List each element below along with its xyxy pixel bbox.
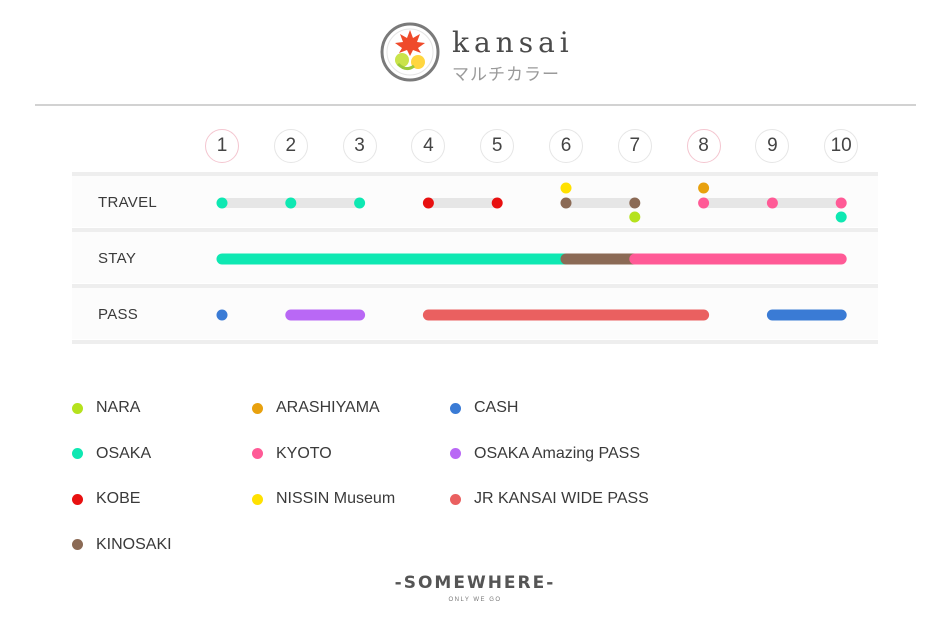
travel-point-day2-osaka	[285, 197, 297, 209]
legend-label: KOBE	[96, 490, 141, 507]
row-divider	[72, 284, 878, 288]
legend-item-cash: CASH	[450, 398, 518, 418]
legend-dot-icon	[252, 448, 263, 459]
day-2-label: 2	[273, 129, 308, 163]
legend-label: OSAKA	[96, 444, 152, 462]
travel-point-day8-kyoto	[698, 197, 710, 209]
header-divider	[35, 104, 916, 106]
travel-point-day6-nissin-museum	[560, 182, 572, 194]
legend-item-osaka: OSAKA	[72, 444, 151, 464]
legend-item-jr-kansai-wide-pass: JR KANSAI WIDE PASS	[450, 489, 649, 509]
travel-point-day3-osaka	[354, 197, 366, 209]
day-1-label: 1	[205, 129, 239, 163]
travel-point-day9-kyoto	[766, 197, 778, 209]
brand-logo: kansai マルチカラー	[380, 22, 580, 86]
legend-item-nara: NARA	[72, 398, 140, 418]
legend-dot-icon	[252, 402, 263, 414]
legend-label: ARASHIYAMA	[276, 399, 380, 416]
legend-dot-icon	[72, 539, 83, 550]
day-9-label: 9	[755, 129, 790, 163]
legend-item-osaka-amazing-pass: OSAKA Amazing PASS	[450, 444, 640, 464]
legend-dot-icon	[252, 493, 263, 505]
day-10-label: 10	[824, 129, 859, 163]
day-8-label: 8	[686, 129, 721, 163]
row-divider	[72, 228, 878, 232]
legend-item-nissin-museum: NISSIN Museum	[252, 489, 395, 509]
footer-tagline: ONLY WE GO	[448, 597, 502, 603]
legend-label: KYOTO	[276, 444, 332, 462]
legend-label: NARA	[96, 399, 141, 416]
travel-point-day8-arashiyama	[698, 182, 710, 194]
legend-label: KINOSAKI	[96, 535, 172, 553]
travel-point-day4-kobe	[422, 197, 434, 209]
legend-dot-icon	[72, 402, 83, 414]
travel-point-day1-osaka	[216, 197, 228, 209]
legend-label: OSAKA Amazing PASS	[474, 444, 641, 462]
legend-dot-icon	[450, 448, 461, 459]
legend-dot-icon	[450, 493, 461, 505]
day-5-label: 5	[480, 129, 515, 163]
pass-row-label: PASS	[98, 306, 139, 323]
row-divider	[72, 340, 878, 344]
travel-point-day7-kinosaki	[629, 197, 641, 209]
brand-title: kansai	[452, 26, 574, 59]
brand-subtitle: マルチカラー	[452, 65, 560, 85]
travel-point-day10-osaka	[835, 211, 847, 223]
travel-point-day10-kyoto	[835, 197, 847, 209]
legend-dot-icon	[450, 402, 461, 414]
day-6-label: 6	[549, 129, 583, 163]
travel-row-label: TRAVEL	[98, 194, 158, 211]
footer-brand: -SOMEWHERE-	[394, 573, 556, 593]
day-4-label: 4	[411, 129, 446, 163]
legend-label: JR KANSAI WIDE PASS	[474, 490, 649, 507]
legend-item-kinosaki: KINOSAKI	[72, 535, 172, 555]
legend-label: NISSIN Museum	[276, 490, 396, 507]
day-3-label: 3	[342, 129, 377, 163]
legend-item-kyoto: KYOTO	[252, 444, 332, 464]
pass-bar-cash	[216, 309, 228, 321]
legend-dot-icon	[72, 493, 83, 505]
day-7-label: 7	[617, 129, 652, 163]
travel-point-day6-kinosaki	[560, 197, 572, 209]
row-divider	[72, 172, 878, 176]
stay-row-label: STAY	[98, 250, 137, 267]
travel-point-day7-nara	[629, 211, 641, 223]
legend-item-kobe: KOBE	[72, 489, 140, 509]
maple-leaf-logo-icon	[380, 22, 440, 82]
travel-point-day5-kobe	[491, 197, 503, 209]
legend-dot-icon	[72, 448, 83, 459]
legend-item-arashiyama: ARASHIYAMA	[252, 398, 380, 418]
legend-label: CASH	[474, 399, 519, 416]
